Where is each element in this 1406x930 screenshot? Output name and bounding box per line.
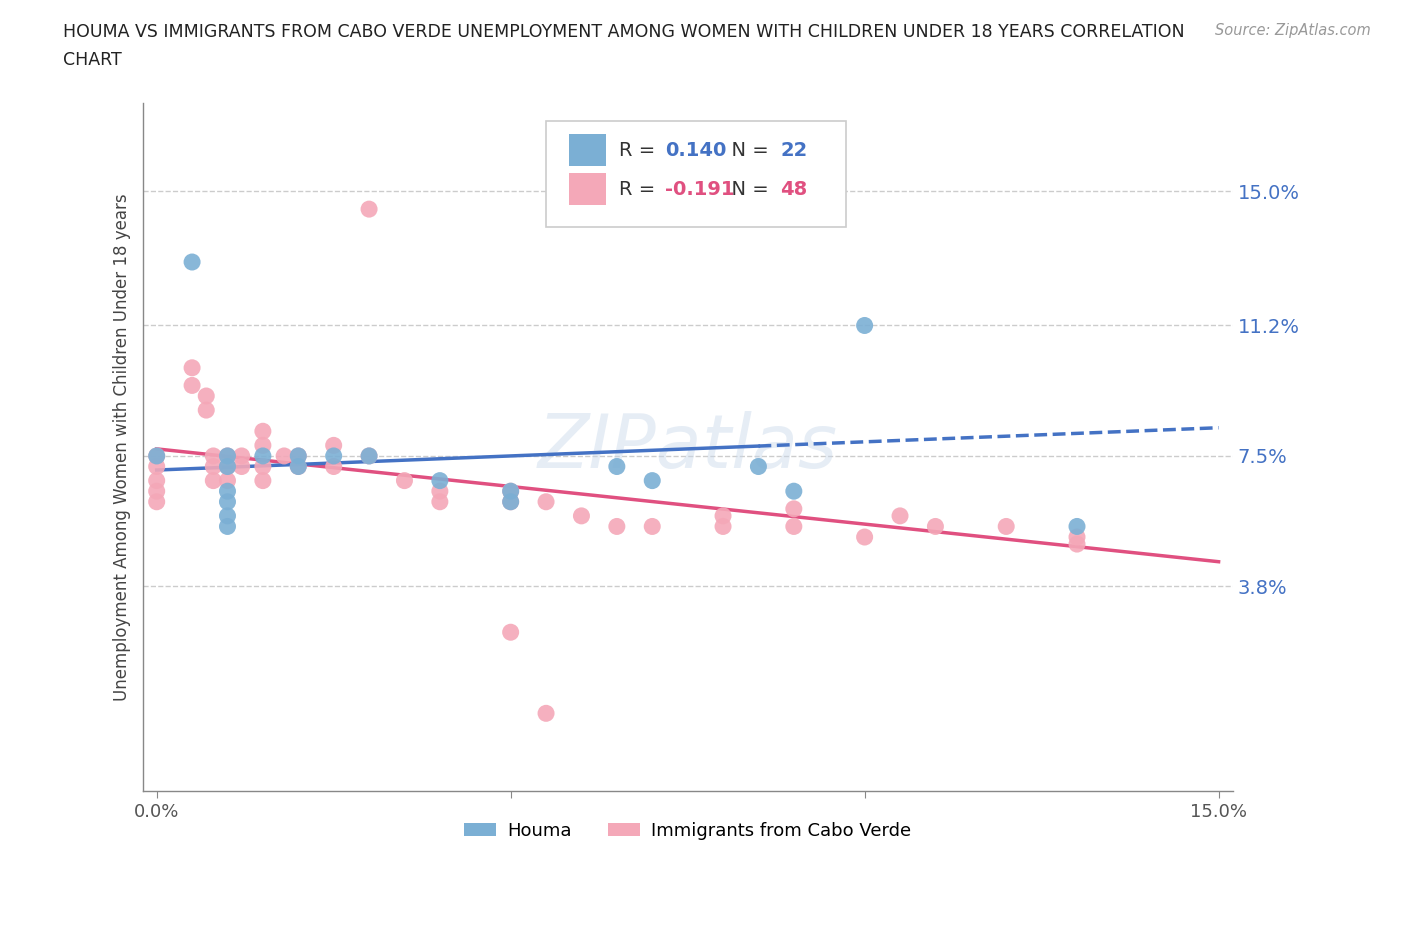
Text: N =: N = (720, 140, 775, 160)
Point (499, 495, 522, 510)
Point (145, 448, 167, 463)
Point (641, 519, 664, 534)
Point (145, 495, 167, 510)
Point (252, 424, 274, 439)
Point (231, 459, 253, 474)
Point (357, 448, 380, 463)
Point (252, 438, 274, 453)
Point (181, 255, 204, 270)
Point (287, 459, 309, 474)
Point (853, 529, 876, 544)
Point (273, 448, 295, 463)
Text: R =: R = (619, 179, 661, 199)
Point (252, 459, 274, 474)
Point (231, 448, 253, 463)
Text: 0.140: 0.140 (665, 140, 725, 160)
Point (499, 625, 522, 640)
Point (195, 403, 218, 418)
Point (783, 519, 806, 534)
Point (1066, 529, 1088, 544)
Point (181, 378, 204, 392)
Point (534, 495, 557, 510)
Point (711, 519, 734, 534)
Point (217, 519, 239, 534)
Point (145, 448, 167, 463)
Point (1066, 519, 1088, 534)
Point (429, 484, 451, 498)
Point (217, 484, 239, 498)
Point (202, 459, 225, 474)
Point (322, 448, 344, 463)
Point (606, 519, 628, 534)
Point (217, 509, 239, 524)
Point (924, 519, 946, 534)
Point (357, 448, 380, 463)
Point (322, 438, 344, 453)
Text: N =: N = (720, 179, 775, 199)
Text: 48: 48 (780, 179, 807, 199)
FancyBboxPatch shape (569, 134, 606, 166)
Text: R =: R = (619, 140, 661, 160)
Point (217, 459, 239, 474)
Point (287, 448, 309, 463)
Point (499, 484, 522, 498)
Point (1066, 537, 1088, 551)
Point (641, 473, 664, 488)
Point (217, 473, 239, 488)
Point (181, 360, 204, 375)
Point (534, 706, 557, 721)
FancyBboxPatch shape (546, 121, 846, 227)
Point (711, 509, 734, 524)
Point (429, 495, 451, 510)
Point (889, 509, 911, 524)
Point (322, 459, 344, 474)
Text: ZIPatlas: ZIPatlas (537, 411, 838, 483)
Text: Source: ZipAtlas.com: Source: ZipAtlas.com (1215, 23, 1371, 38)
Point (995, 519, 1018, 534)
Point (853, 318, 876, 333)
Point (287, 448, 309, 463)
Point (429, 473, 451, 488)
Text: CHART: CHART (63, 51, 122, 69)
Point (287, 459, 309, 474)
Point (783, 501, 806, 516)
Point (357, 202, 380, 217)
Point (747, 459, 769, 474)
Point (202, 448, 225, 463)
Point (202, 473, 225, 488)
Point (499, 495, 522, 510)
Point (217, 459, 239, 474)
Point (606, 459, 628, 474)
Point (499, 484, 522, 498)
Point (571, 509, 593, 524)
Point (217, 495, 239, 510)
Text: 22: 22 (780, 140, 807, 160)
Point (783, 484, 806, 498)
Point (394, 473, 416, 488)
Point (217, 448, 239, 463)
Legend: Houma, Immigrants from Cabo Verde: Houma, Immigrants from Cabo Verde (457, 815, 918, 847)
Point (145, 473, 167, 488)
Point (252, 448, 274, 463)
Point (195, 389, 218, 404)
Point (145, 484, 167, 498)
Text: -0.191: -0.191 (665, 179, 734, 199)
Y-axis label: Unemployment Among Women with Children Under 18 years: Unemployment Among Women with Children U… (114, 193, 131, 701)
Point (217, 448, 239, 463)
Point (252, 473, 274, 488)
Text: HOUMA VS IMMIGRANTS FROM CABO VERDE UNEMPLOYMENT AMONG WOMEN WITH CHILDREN UNDER: HOUMA VS IMMIGRANTS FROM CABO VERDE UNEM… (63, 23, 1185, 41)
Point (145, 459, 167, 474)
FancyBboxPatch shape (569, 174, 606, 206)
